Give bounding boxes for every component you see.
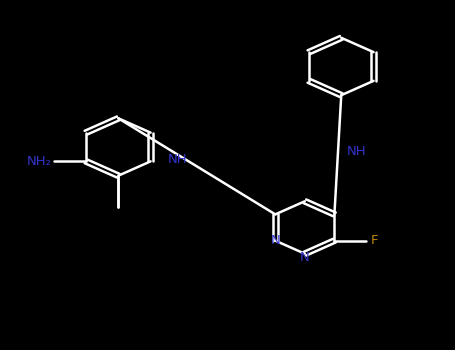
Text: N: N [270,234,280,247]
Text: NH₂: NH₂ [27,155,52,168]
Text: NH: NH [168,153,188,166]
Text: N: N [300,251,310,264]
Text: F: F [371,234,378,247]
Text: NH: NH [347,145,367,158]
